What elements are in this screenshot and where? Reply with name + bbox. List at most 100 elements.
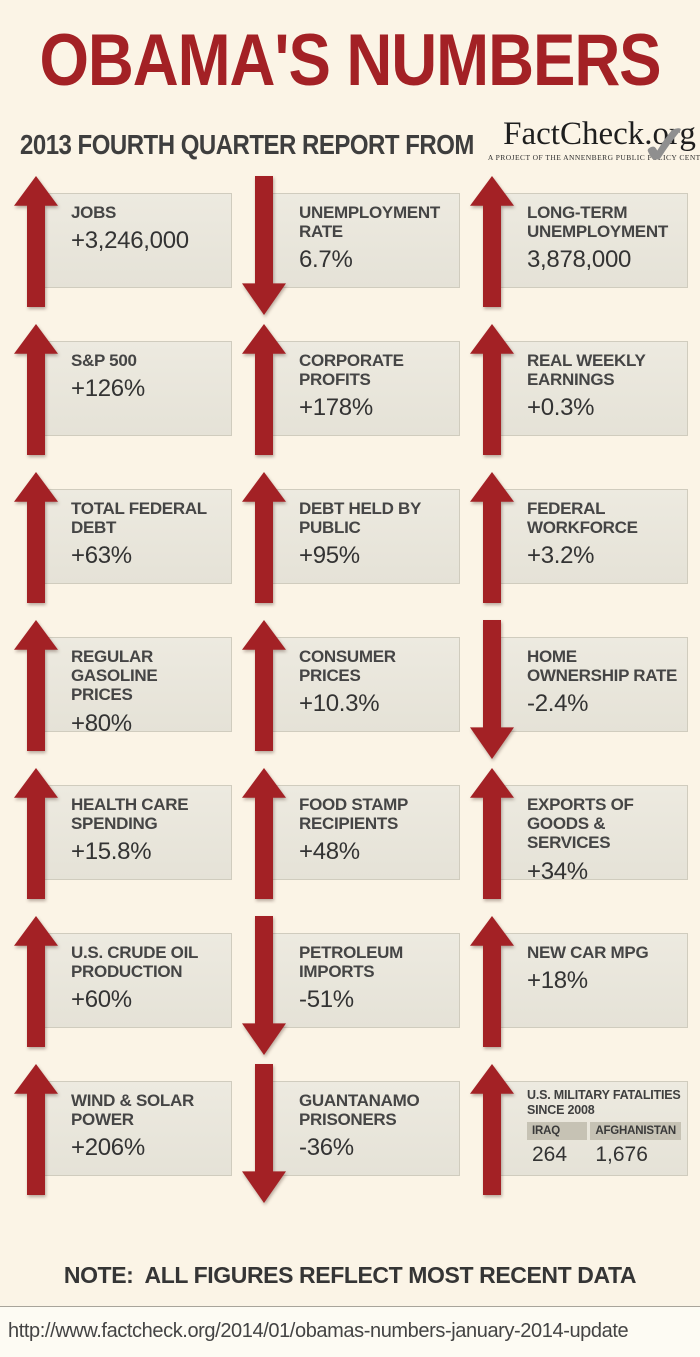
stat-cell: JOBS +3,246,000 [12, 176, 232, 307]
stat-value: +206% [71, 1134, 145, 1162]
military-title: U.S. MILITARY FATALITIES SINCE 2008 [527, 1088, 681, 1117]
arrow [14, 176, 58, 307]
stat-box: CONSUMER PRICES +10.3% [272, 637, 460, 732]
stat-cell: DEBT HELD BY PUBLIC +95% [240, 472, 460, 603]
source-url-bar: http://www.factcheck.org/2014/01/obamas-… [0, 1306, 700, 1357]
checkmark-icon: ✓ [635, 114, 698, 178]
up-arrow-icon [470, 324, 514, 455]
arrow [14, 620, 58, 751]
stat-value: +3,246,000 [71, 227, 189, 255]
arrow [242, 324, 286, 455]
note-line-1: NOTE: ALL FIGURES REFLECT MOST RECENT DA… [63, 1262, 637, 1288]
up-arrow-icon [14, 176, 58, 307]
stat-box: TOTAL FEDERAL DEBT +63% [44, 489, 232, 584]
military-table: IRAQ 264 AFGHANISTAN 1,676 [527, 1121, 681, 1167]
up-arrow-icon [14, 768, 58, 899]
military-column-afghanistan: AFGHANISTAN 1,676 [590, 1121, 681, 1167]
stat-label: FOOD STAMP RECIPIENTS [299, 795, 408, 834]
arrow [470, 324, 514, 455]
arrow [470, 916, 514, 1047]
military-fatalities-cell: U.S. MILITARY FATALITIES SINCE 2008 IRAQ… [468, 1064, 688, 1195]
down-arrow-icon [242, 1064, 286, 1203]
stat-value: +178% [299, 394, 373, 422]
stat-box: REGULAR GASOLINE PRICES +80% [44, 637, 232, 737]
stat-cell: U.S. CRUDE OIL PRODUCTION +60% [12, 916, 232, 1047]
military-column-iraq: IRAQ 264 [527, 1121, 588, 1167]
stat-value: +60% [71, 986, 132, 1014]
header: OBAMA'S NUMBERS 2013 FOURTH QUARTER REPO… [0, 0, 700, 177]
stat-value: +15.8% [71, 838, 152, 866]
arrow [242, 472, 286, 603]
stat-cell: S&P 500 +126% [12, 324, 232, 455]
stat-box: JOBS +3,246,000 [44, 193, 232, 288]
stat-label: FEDERAL WORKFORCE [527, 499, 638, 538]
stat-box: DEBT HELD BY PUBLIC +95% [272, 489, 460, 584]
military-col-header: AFGHANISTAN [590, 1121, 681, 1140]
stat-cell: TOTAL FEDERAL DEBT +63% [12, 472, 232, 603]
stat-box: HOME OWNERSHIP RATE -2.4% [500, 637, 688, 732]
stat-label: S&P 500 [71, 351, 137, 370]
stat-cell: FOOD STAMP RECIPIENTS +48% [240, 768, 460, 899]
stat-cell: GUANTANAMO PRISONERS -36% [240, 1064, 460, 1203]
stat-box: FOOD STAMP RECIPIENTS +48% [272, 785, 460, 880]
down-arrow-icon [242, 916, 286, 1055]
military-col-value: 264 [532, 1142, 568, 1166]
stat-value: +34% [527, 857, 588, 885]
military-col-value: 1,676 [595, 1142, 648, 1166]
stat-cell: NEW CAR MPG +18% [468, 916, 688, 1047]
stat-box: EXPORTS OF GOODS & SERVICES +34% [500, 785, 688, 885]
stat-box: UNEMPLOYMENT RATE 6.7% [272, 193, 460, 288]
logo-tagline: A PROJECT OF THE ANNENBERG PUBLIC POLICY… [487, 153, 700, 162]
stat-label: JOBS [71, 203, 117, 222]
arrow [14, 472, 58, 603]
stat-box: WIND & SOLAR POWER +206% [44, 1081, 232, 1176]
military-col-header: IRAQ [527, 1121, 588, 1140]
stat-cell: WIND & SOLAR POWER +206% [12, 1064, 232, 1195]
stat-cell: FEDERAL WORKFORCE +3.2% [468, 472, 688, 603]
arrow [470, 620, 514, 759]
stat-label: REAL WEEKLY EARNINGS [527, 351, 646, 390]
stat-box: PETROLEUM IMPORTS -51% [272, 933, 460, 1028]
up-arrow-icon [470, 916, 514, 1047]
stat-box: LONG-TERM UNEMPLOYMENT 3,878,000 [500, 193, 688, 288]
stats-grid: JOBS +3,246,000 UNEMPLOYMENT RATE 6.7% [0, 176, 700, 1203]
up-arrow-icon [470, 768, 514, 899]
stat-box: U.S. CRUDE OIL PRODUCTION +60% [44, 933, 232, 1028]
stat-label: DEBT HELD BY PUBLIC [299, 499, 421, 538]
stat-cell: HEALTH CARE SPENDING +15.8% [12, 768, 232, 899]
stat-label: WIND & SOLAR POWER [71, 1091, 194, 1130]
stat-label: HEALTH CARE SPENDING [71, 795, 189, 834]
stat-box: S&P 500 +126% [44, 341, 232, 436]
up-arrow-icon [242, 620, 286, 751]
stat-value: +63% [71, 542, 132, 570]
stat-value: +18% [527, 967, 588, 995]
stat-label: EXPORTS OF GOODS & SERVICES [527, 795, 634, 853]
stat-value: 6.7% [299, 246, 353, 274]
stat-value: 3,878,000 [527, 246, 632, 274]
stat-label: HOME OWNERSHIP RATE [527, 647, 678, 686]
stat-label: CORPORATE PROFITS [299, 351, 404, 390]
stat-label: CONSUMER PRICES [299, 647, 396, 686]
stat-value: +48% [299, 838, 360, 866]
stat-value: +95% [299, 542, 360, 570]
stat-label: UNEMPLOYMENT RATE [299, 203, 440, 242]
logo-name: FactCheck.org [503, 116, 696, 152]
arrow [14, 324, 58, 455]
stat-box: NEW CAR MPG +18% [500, 933, 688, 1028]
stat-box: U.S. MILITARY FATALITIES SINCE 2008 IRAQ… [500, 1081, 688, 1176]
arrow [14, 916, 58, 1047]
stat-cell: UNEMPLOYMENT RATE 6.7% [240, 176, 460, 315]
up-arrow-icon [242, 324, 286, 455]
stat-box: CORPORATE PROFITS +178% [272, 341, 460, 436]
up-arrow-icon [14, 620, 58, 751]
up-arrow-icon [470, 1064, 514, 1195]
down-arrow-icon [242, 176, 286, 315]
up-arrow-icon [470, 176, 514, 307]
stat-value: +126% [71, 375, 145, 403]
stat-value: +10.3% [299, 690, 380, 718]
up-arrow-icon [470, 472, 514, 603]
arrow [470, 1064, 514, 1195]
stat-label: GUANTANAMO PRISONERS [299, 1091, 420, 1130]
stat-value: -51% [299, 986, 354, 1014]
